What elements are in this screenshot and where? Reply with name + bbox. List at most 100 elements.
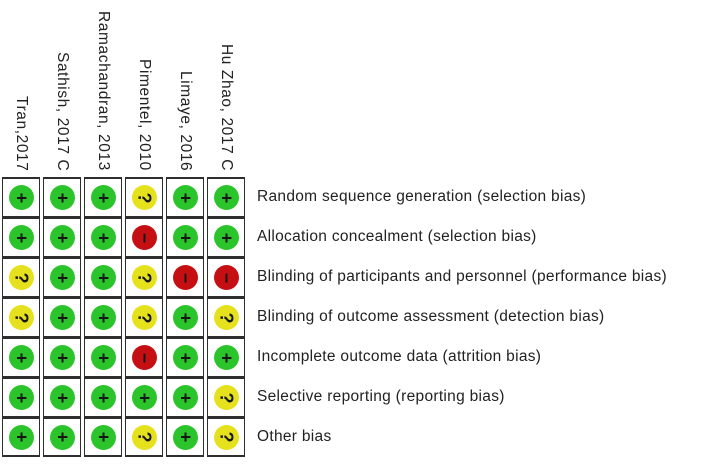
rob-cell: + [207,177,245,217]
judgement-circle: + [8,385,34,410]
rob-cell: + [207,337,245,377]
rob-cell: − [125,217,163,257]
judgement-symbol: + [10,392,31,403]
judgement-symbol: + [215,352,236,363]
judgement-circle: + [8,225,34,250]
rob-cell: + [166,177,204,217]
judgement-circle: + [90,385,116,410]
study-column-header: Hu Zhao, 2017 C [207,0,245,176]
rob-cell: ? [207,377,245,417]
judgement-circle: ? [8,305,34,330]
judgement-symbol: ? [134,272,154,283]
judgement-symbol: − [133,352,154,363]
study-column-header: Tran,2017 [2,0,40,176]
judgement-circle: − [131,345,157,370]
judgement-symbol: + [215,192,236,203]
rob-cell: ? [207,417,245,457]
judgement-circle: + [49,265,75,290]
judgement-circle: + [90,345,116,370]
rob-cell: + [125,377,163,417]
judgement-circle: ? [131,305,157,330]
judgement-symbol: ? [216,431,236,443]
study-label: Limaye, 2016 [177,70,194,171]
judgement-symbol: ? [216,392,236,403]
judgement-circle: ? [131,424,157,450]
judgement-symbol: + [10,352,31,363]
judgement-symbol: + [51,192,72,203]
rob-cell: + [43,377,81,417]
rob-cell: + [166,377,204,417]
judgement-circle: + [49,385,75,410]
judgement-symbol: ? [11,272,31,283]
domain-label: Blinding of participants and personnel (… [257,268,667,285]
rob-cell: + [43,177,81,217]
judgement-symbol: + [174,431,195,443]
rob-cell: + [43,297,81,337]
domain-label: Incomplete outcome data (attrition bias) [257,348,542,365]
judgement-symbol: − [133,232,154,243]
study-column-header: Ramachandran, 2013 [84,0,122,176]
rob-cell: ? [125,177,163,217]
rob-cell: + [166,297,204,337]
judgement-circle: ? [213,385,239,410]
domain-label: Blinding of outcome assessment (detectio… [257,308,605,325]
rob-cell: + [166,417,204,457]
judgement-symbol: − [215,272,236,283]
judgement-symbol: ? [216,312,236,323]
judgement-circle: ? [213,424,239,450]
study-label: Tran,2017 [13,95,30,171]
judgement-symbol: + [174,352,195,363]
rob-cell: + [2,337,40,377]
judgement-circle: + [49,305,75,330]
rob-cell: + [166,337,204,377]
judgement-circle: − [213,265,239,290]
judgement-circle: ? [8,265,34,290]
judgement-symbol: + [133,392,154,403]
rob-cell: + [2,217,40,257]
study-column-header: Pimentel, 2010 [125,0,163,176]
rob-cell: + [2,417,40,457]
judgement-circle: + [90,225,116,250]
rob-grid: + + +? + + + + + − + +? + +? − −? + +? +? + + + − + + + + + + +? + + +?… [2,177,245,457]
judgement-symbol: + [51,431,72,443]
judgement-circle: + [213,225,239,250]
domain-label: Allocation concealment (selection bias) [257,228,537,245]
judgement-circle: + [172,424,198,450]
domain-label: Other bias [257,428,332,445]
judgement-symbol: + [10,232,31,243]
judgement-circle: − [131,225,157,250]
study-label: Hu Zhao, 2017 C [218,43,235,171]
judgement-symbol: + [51,272,72,283]
judgement-symbol: + [174,312,195,323]
rob-cell: ? [2,257,40,297]
rob-cell: ? [125,257,163,297]
rob-cell: ? [125,417,163,457]
judgement-symbol: + [92,392,113,403]
judgement-symbol: ? [134,192,154,203]
judgement-circle: + [172,305,198,330]
rob-cell: + [84,257,122,297]
study-label: Ramachandran, 2013 [95,11,112,171]
judgement-symbol: + [174,192,195,203]
rob-cell: − [125,337,163,377]
rob-cell: + [84,337,122,377]
judgement-circle: + [213,345,239,370]
judgement-circle: + [213,185,239,210]
judgement-symbol: + [51,312,72,323]
judgement-circle: + [172,385,198,410]
rob-cell: + [43,337,81,377]
judgement-symbol: + [51,392,72,403]
judgement-circle: + [90,265,116,290]
judgement-circle: + [49,424,75,450]
rob-cell: − [166,257,204,297]
judgement-symbol: − [174,272,195,283]
judgement-symbol: + [92,272,113,283]
rob-cell: − [207,257,245,297]
rob-cell: + [84,177,122,217]
rob-cell: + [84,297,122,337]
study-label: Pimentel, 2010 [136,59,153,171]
rob-cell: + [43,217,81,257]
judgement-symbol: + [10,192,31,203]
judgement-symbol: ? [11,312,31,323]
